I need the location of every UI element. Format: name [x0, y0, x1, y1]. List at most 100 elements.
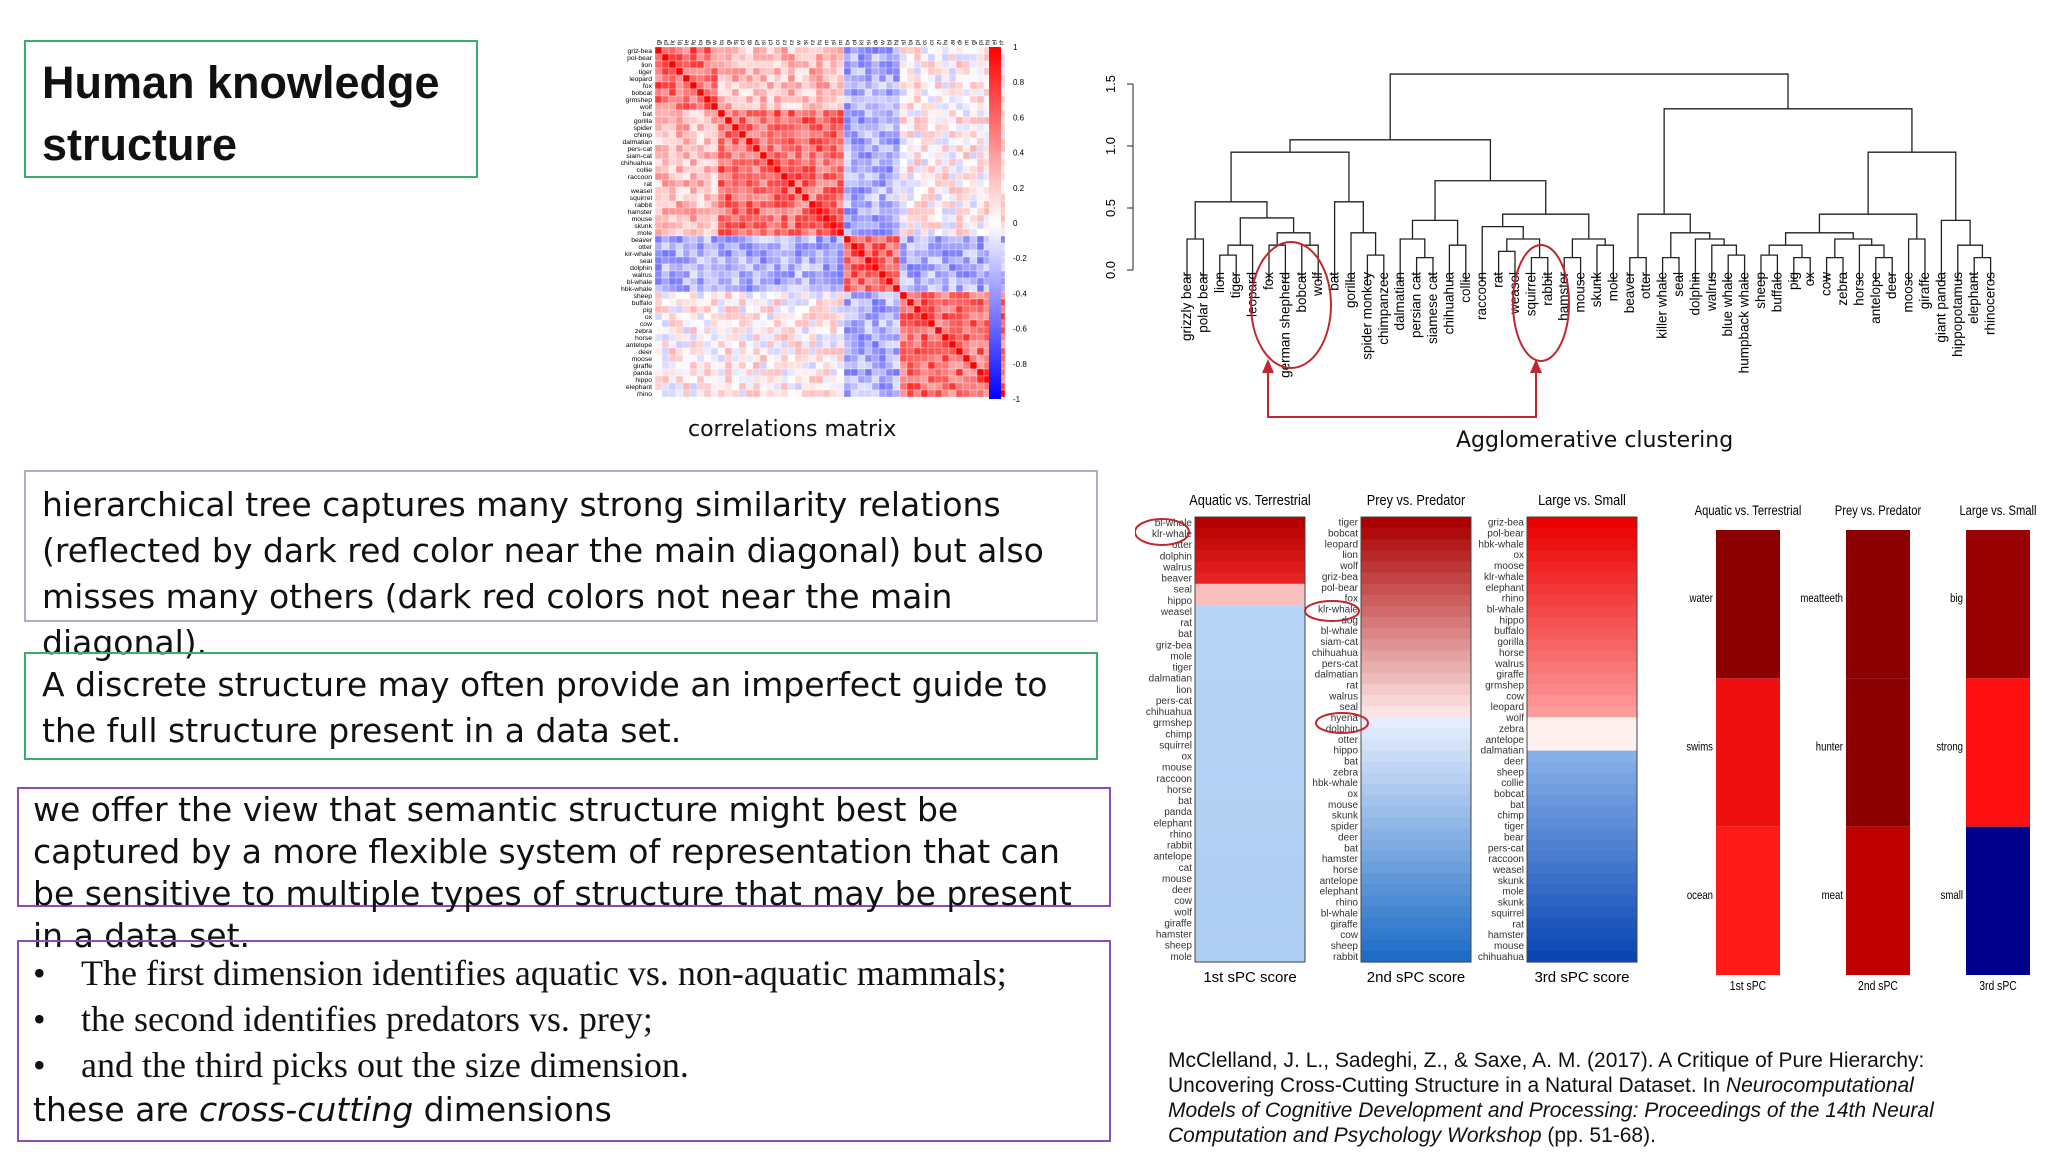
matrix-cell: [780, 123, 789, 132]
matrix-cell: [955, 193, 964, 202]
matrix-cell: [668, 151, 677, 160]
matrix-cell: [759, 144, 768, 153]
matrix-cell: [731, 88, 740, 97]
matrix-cell: [934, 312, 943, 321]
matrix-cell: [906, 242, 915, 251]
matrix-cell: [913, 172, 922, 181]
spc2-segment: [1846, 826, 1910, 975]
matrix-cell: [920, 179, 929, 188]
matrix-cell: [906, 172, 915, 181]
matrix-cell: [682, 382, 691, 391]
matrix-cell: [724, 375, 733, 384]
matrix-cell: [829, 389, 838, 398]
matrix-cell: [962, 305, 971, 314]
spc-cell: [1195, 606, 1305, 618]
matrix-cell: [822, 144, 831, 153]
spc-cell: [1527, 583, 1637, 596]
matrix-cell: [710, 228, 719, 237]
matrix-cell: [738, 361, 747, 370]
spc2-segment: [1846, 530, 1910, 679]
matrix-cell: [906, 60, 915, 69]
spc-cell: [1527, 528, 1637, 540]
spc-row-label: lion: [1342, 550, 1358, 561]
spc-row-label: rhino: [1336, 898, 1359, 909]
matrix-cell: [822, 88, 831, 97]
matrix-cell: [892, 130, 901, 139]
matrix-cell: [738, 326, 747, 335]
matrix-cell: [878, 375, 887, 384]
matrix-cell: [822, 214, 831, 223]
dendrogram-leaf-label: german shepherd: [1277, 272, 1292, 378]
matrix-cell: [934, 284, 943, 293]
highlight-ellipse-right: [1512, 244, 1570, 362]
matrix-cell: [850, 193, 859, 202]
matrix-cell: [871, 305, 880, 314]
matrix-cell: [668, 109, 677, 118]
matrix-cell: [808, 354, 817, 363]
matrix-cell: [661, 305, 670, 314]
matrix-cell: [724, 277, 733, 286]
matrix-cell: [724, 186, 733, 195]
matrix-cell: [927, 298, 936, 307]
matrix-cell: [857, 46, 866, 55]
matrix-column-label: siam-cat: [760, 40, 767, 45]
colorbar-tick-label: 0.4: [1013, 149, 1025, 158]
matrix-cell: [801, 200, 810, 209]
matrix-cell: [857, 228, 866, 237]
matrix-cell: [731, 179, 740, 188]
spc-cell: [1195, 528, 1305, 540]
matrix-cell: [885, 214, 894, 223]
matrix-cell: [969, 207, 978, 216]
matrix-cell: [808, 382, 817, 391]
matrix-cell: [731, 389, 740, 398]
matrix-cell: [717, 67, 726, 76]
matrix-cell: [654, 312, 663, 321]
matrix-cell: [934, 81, 943, 90]
matrix-cell: [766, 277, 775, 286]
matrix-cell: [780, 179, 789, 188]
matrix-cell: [780, 109, 789, 118]
matrix-cell: [745, 151, 754, 160]
matrix-cell: [759, 284, 768, 293]
matrix-cell: [717, 81, 726, 90]
spc-row-label: bl-whale: [1487, 605, 1525, 616]
matrix-cell: [836, 326, 845, 335]
matrix-cell: [703, 221, 712, 230]
matrix-cell: [808, 95, 817, 104]
matrix-cell: [913, 340, 922, 349]
matrix-cell: [822, 102, 831, 111]
matrix-cell: [969, 186, 978, 195]
spc-cell: [1527, 539, 1637, 551]
matrix-cell: [731, 158, 740, 167]
matrix-row-label: giraffe: [633, 363, 652, 370]
matrix-cell: [724, 235, 733, 244]
matrix-cell: [906, 144, 915, 153]
spc-cell: [1361, 795, 1471, 807]
spc-row-label: squirrel: [1491, 908, 1524, 919]
matrix-cell: [724, 333, 733, 342]
matrix-cell: [927, 158, 936, 167]
matrix-cell: [745, 67, 754, 76]
matrix-cell: [654, 305, 663, 314]
matrix-cell: [878, 193, 887, 202]
matrix-cell: [822, 74, 831, 83]
matrix-cell: [654, 270, 663, 279]
matrix-cell: [738, 305, 747, 314]
matrix-cell: [766, 151, 775, 160]
matrix-cell: [899, 333, 908, 342]
spc-cell: [1195, 739, 1305, 752]
matrix-cell: [920, 67, 929, 76]
colorbar-tick-label: 1: [1013, 43, 1018, 52]
matrix-cell: [934, 368, 943, 377]
matrix-cell: [787, 74, 796, 83]
matrix-cell: [857, 291, 866, 300]
matrix-cell: [752, 130, 761, 139]
spc-cell: [1195, 683, 1305, 696]
matrix-cell: [885, 88, 894, 97]
matrix-cell: [787, 354, 796, 363]
matrix-cell: [829, 347, 838, 356]
matrix-cell: [752, 179, 761, 188]
matrix-cell: [766, 354, 775, 363]
matrix-cell: [871, 382, 880, 391]
matrix-cell: [941, 305, 950, 314]
